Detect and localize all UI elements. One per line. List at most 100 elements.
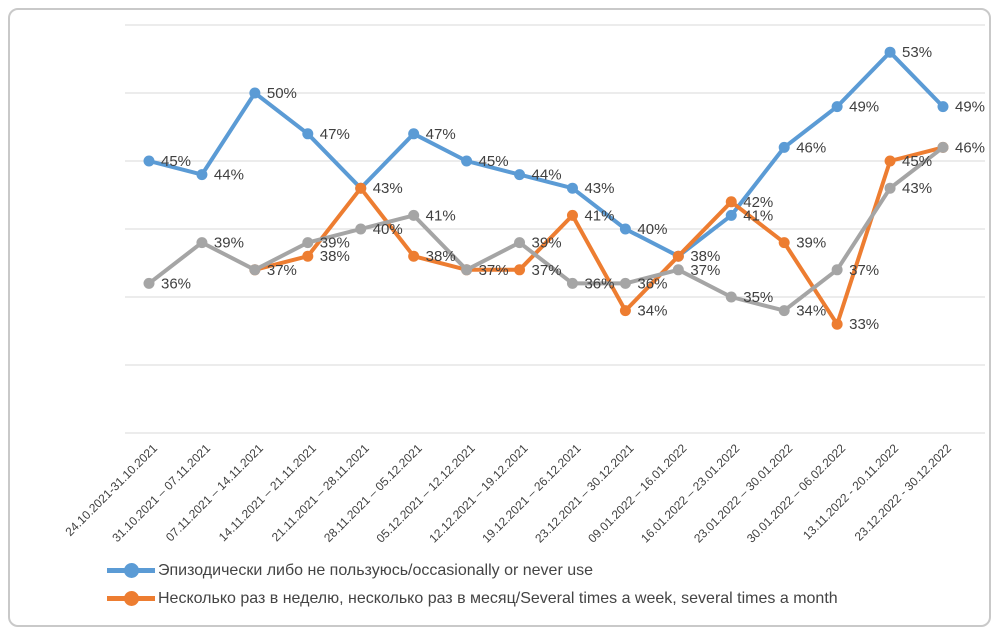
legend-dot-icon <box>124 591 139 606</box>
data-label-0: 44% <box>532 167 562 184</box>
data-label-1: 42% <box>743 194 773 211</box>
data-point-marker-1 <box>408 250 420 262</box>
data-label-1: 34% <box>637 303 667 320</box>
data-point-marker-1 <box>302 250 314 262</box>
series-line-0 <box>147 50 945 259</box>
data-point-marker-0 <box>937 101 949 113</box>
category-label: 16.01.2022 – 23.01.2022 <box>638 441 742 545</box>
data-label-1: 39% <box>796 235 826 252</box>
data-point-marker-1 <box>355 182 367 194</box>
data-point-marker-1 <box>831 318 843 330</box>
category-label: 28.11.2021 – 05.12.2021 <box>321 441 425 545</box>
data-label-2: 39% <box>532 235 562 252</box>
data-point-marker-0 <box>302 128 314 140</box>
category-label: 30.01.2022 – 06.02.2022 <box>744 441 848 545</box>
data-point-marker-2 <box>619 277 631 289</box>
data-point-marker-0 <box>725 209 737 221</box>
category-label: 21.11.2021 – 28.11.2021 <box>269 441 372 544</box>
data-point-marker-2 <box>196 237 208 249</box>
data-point-marker-2 <box>937 141 949 153</box>
legend-line-dot-marker <box>107 591 155 606</box>
legend-item-several-times: Несколько раз в неделю, несколько раз в … <box>107 590 838 607</box>
data-point-marker-1 <box>619 305 631 317</box>
data-label-0: 43% <box>373 180 403 197</box>
data-point-marker-2 <box>831 264 843 276</box>
category-label: 24.10.2021-31.10.2021 <box>62 441 160 539</box>
data-label-2: 36% <box>584 275 614 292</box>
category-label: 07.11.2021 – 14.11.2021 <box>163 441 266 544</box>
data-point-marker-2 <box>672 264 684 276</box>
data-label-0: 47% <box>426 126 456 143</box>
data-label-2: 34% <box>796 303 826 320</box>
data-point-marker-1 <box>672 250 684 262</box>
legend-label: Эпизодически либо не пользуюсь/occasiona… <box>158 561 594 579</box>
data-point-marker-1 <box>725 196 737 208</box>
data-point-marker-0 <box>143 155 155 167</box>
data-point-marker-2 <box>355 223 367 235</box>
legend-label: Несколько раз в неделю, несколько раз в … <box>158 589 838 607</box>
data-point-marker-2 <box>461 264 473 276</box>
data-point-marker-0 <box>461 155 473 167</box>
category-label: 19.12.2021 – 26.12.2021 <box>479 441 583 545</box>
data-label-0: 43% <box>584 180 614 197</box>
category-label: 31.10.2021 – 07.11.2021 <box>109 441 213 545</box>
data-label-2: 37% <box>479 262 509 279</box>
data-point-marker-2 <box>514 237 526 249</box>
category-label: 13.11.2022 - 20.11.2022 <box>800 441 901 542</box>
category-label: 09.01.2022 – 16.01.2022 <box>585 441 689 545</box>
data-label-2: 35% <box>743 289 773 306</box>
legend-line-dot-marker <box>107 563 155 578</box>
data-point-marker-2 <box>566 277 578 289</box>
category-label: 14.11.2021 – 21.11.2021 <box>216 441 319 544</box>
legend: Эпизодически либо не пользуюсь/occasiona… <box>107 562 838 607</box>
data-label-2: 41% <box>426 207 456 224</box>
series-line-1 <box>252 145 945 327</box>
legend-dot-icon <box>124 563 139 578</box>
data-point-marker-2 <box>408 209 420 221</box>
data-point-marker-0 <box>566 182 578 194</box>
data-label-1: 38% <box>426 248 456 265</box>
data-label-2: 37% <box>267 262 297 279</box>
data-label-2: 36% <box>161 275 191 292</box>
data-point-marker-0 <box>884 46 896 58</box>
data-point-marker-0 <box>778 141 790 153</box>
data-label-1: 37% <box>532 262 562 279</box>
legend-item-occasionally: Эпизодически либо не пользуюсь/occasiona… <box>107 562 838 579</box>
data-point-marker-0 <box>831 101 843 113</box>
data-point-marker-2 <box>884 182 896 194</box>
category-label: 12.12.2021 – 19.12.2021 <box>426 441 530 545</box>
data-point-marker-0 <box>249 87 261 99</box>
data-point-marker-1 <box>778 237 790 249</box>
data-label-0: 49% <box>955 99 985 116</box>
data-label-2: 39% <box>214 235 244 252</box>
data-label-2: 46% <box>955 139 985 156</box>
category-label: 23.12.2021 – 30.12.2021 <box>532 441 636 545</box>
data-label-1: 38% <box>320 248 350 265</box>
data-point-marker-0 <box>619 223 631 235</box>
data-label-0: 45% <box>161 153 191 170</box>
data-label-0: 41% <box>743 207 773 224</box>
data-point-marker-1 <box>514 264 526 276</box>
category-label: 05.12.2021 – 12.12.2021 <box>373 441 477 545</box>
data-point-marker-2 <box>302 237 314 249</box>
data-label-0: 50% <box>267 85 297 102</box>
category-label: 23.01.2022 – 30.01.2022 <box>691 441 795 545</box>
data-label-2: 36% <box>637 275 667 292</box>
data-label-2: 37% <box>849 262 879 279</box>
data-label-0: 40% <box>637 221 667 238</box>
series-line-2 <box>147 145 945 313</box>
data-label-0: 45% <box>479 153 509 170</box>
chart-frame <box>8 8 991 627</box>
data-label-2: 37% <box>690 262 720 279</box>
data-label-0: 46% <box>796 139 826 156</box>
data-point-marker-0 <box>408 128 420 140</box>
data-label-1: 33% <box>849 316 879 333</box>
data-label-2: 40% <box>373 221 403 238</box>
data-label-0: 44% <box>214 167 244 184</box>
data-label-1: 45% <box>902 153 932 170</box>
data-label-0: 47% <box>320 126 350 143</box>
data-label-2: 39% <box>320 235 350 252</box>
category-label: 23.12.2022 - 30.12.2022 <box>852 441 955 544</box>
